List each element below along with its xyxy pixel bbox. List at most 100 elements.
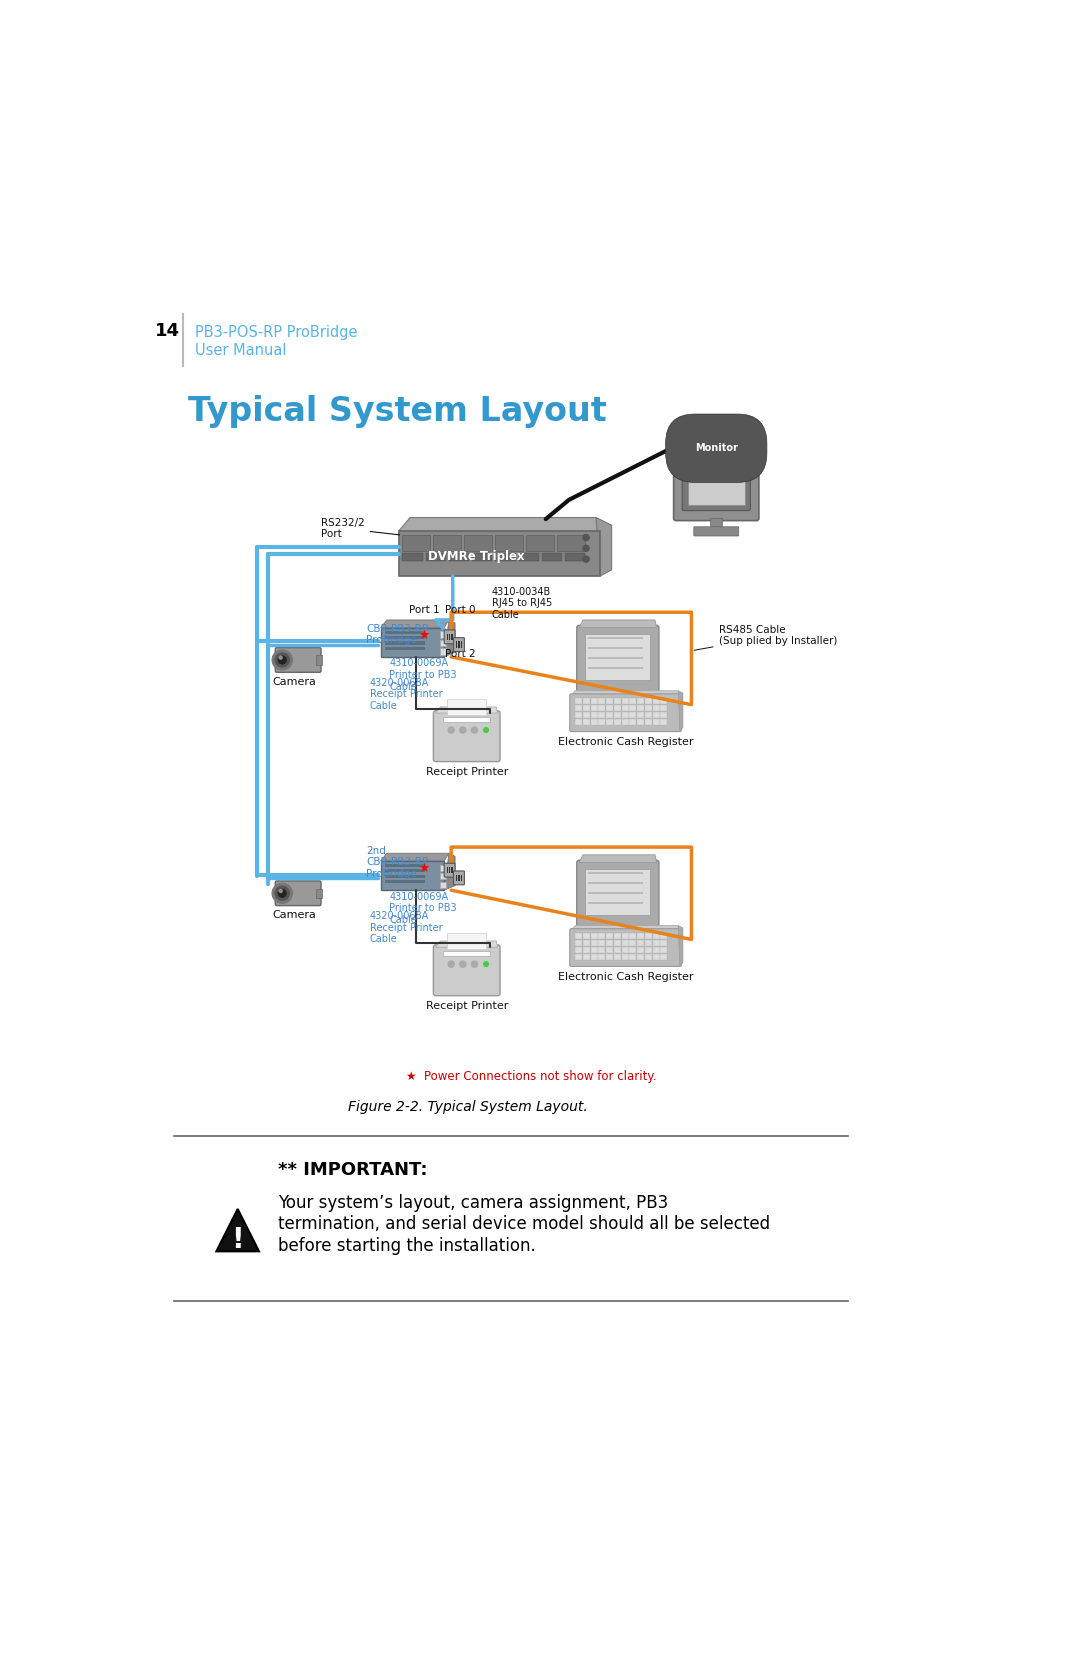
FancyBboxPatch shape bbox=[384, 870, 424, 873]
Polygon shape bbox=[216, 1208, 259, 1252]
Circle shape bbox=[484, 728, 488, 733]
Text: ★: ★ bbox=[418, 629, 430, 643]
FancyBboxPatch shape bbox=[591, 698, 597, 704]
FancyBboxPatch shape bbox=[460, 641, 462, 648]
FancyBboxPatch shape bbox=[458, 875, 460, 881]
FancyBboxPatch shape bbox=[577, 860, 659, 926]
Circle shape bbox=[484, 961, 488, 966]
Circle shape bbox=[275, 886, 289, 900]
Text: 4320-0068A
Receipt Printer
Cable: 4320-0068A Receipt Printer Cable bbox=[369, 911, 443, 945]
FancyBboxPatch shape bbox=[637, 933, 644, 938]
FancyBboxPatch shape bbox=[458, 641, 460, 648]
FancyBboxPatch shape bbox=[613, 706, 621, 711]
FancyBboxPatch shape bbox=[606, 698, 613, 704]
FancyBboxPatch shape bbox=[583, 719, 590, 724]
FancyBboxPatch shape bbox=[622, 948, 629, 953]
Polygon shape bbox=[571, 926, 679, 930]
FancyBboxPatch shape bbox=[613, 940, 621, 946]
FancyBboxPatch shape bbox=[496, 536, 523, 551]
FancyBboxPatch shape bbox=[384, 641, 424, 644]
Circle shape bbox=[471, 728, 477, 733]
FancyBboxPatch shape bbox=[591, 713, 597, 718]
FancyBboxPatch shape bbox=[622, 940, 629, 946]
FancyBboxPatch shape bbox=[576, 940, 582, 946]
Text: Monitor: Monitor bbox=[694, 444, 738, 454]
Text: Receipt Printer: Receipt Printer bbox=[426, 768, 508, 778]
FancyBboxPatch shape bbox=[449, 552, 469, 561]
FancyBboxPatch shape bbox=[591, 948, 597, 953]
FancyBboxPatch shape bbox=[447, 933, 486, 948]
FancyBboxPatch shape bbox=[630, 940, 636, 946]
Circle shape bbox=[448, 961, 455, 968]
FancyBboxPatch shape bbox=[661, 698, 667, 704]
FancyBboxPatch shape bbox=[433, 536, 460, 551]
FancyBboxPatch shape bbox=[622, 713, 629, 718]
Polygon shape bbox=[380, 853, 449, 861]
FancyBboxPatch shape bbox=[451, 868, 453, 873]
Text: Port 2: Port 2 bbox=[445, 649, 475, 659]
FancyBboxPatch shape bbox=[652, 948, 660, 953]
FancyBboxPatch shape bbox=[613, 719, 621, 724]
FancyBboxPatch shape bbox=[598, 706, 606, 711]
FancyBboxPatch shape bbox=[583, 948, 590, 953]
FancyBboxPatch shape bbox=[661, 713, 667, 718]
FancyBboxPatch shape bbox=[518, 552, 539, 561]
FancyBboxPatch shape bbox=[589, 668, 643, 669]
Text: Electronic Cash Register: Electronic Cash Register bbox=[558, 971, 693, 981]
FancyBboxPatch shape bbox=[576, 948, 582, 953]
FancyBboxPatch shape bbox=[661, 955, 667, 960]
FancyBboxPatch shape bbox=[613, 698, 621, 704]
FancyBboxPatch shape bbox=[577, 626, 659, 691]
FancyBboxPatch shape bbox=[403, 536, 430, 551]
FancyBboxPatch shape bbox=[637, 955, 644, 960]
FancyBboxPatch shape bbox=[526, 536, 554, 551]
FancyBboxPatch shape bbox=[384, 648, 424, 649]
Text: RS232/2
Port: RS232/2 Port bbox=[321, 517, 400, 539]
FancyBboxPatch shape bbox=[570, 694, 681, 731]
FancyBboxPatch shape bbox=[606, 706, 613, 711]
FancyBboxPatch shape bbox=[652, 933, 660, 938]
FancyBboxPatch shape bbox=[598, 948, 606, 953]
FancyBboxPatch shape bbox=[570, 928, 681, 966]
Text: Your system’s layout, camera assignment, PB3: Your system’s layout, camera assignment,… bbox=[279, 1193, 669, 1212]
FancyBboxPatch shape bbox=[606, 713, 613, 718]
Text: 4310-0069A
Printer to PB3
Cable: 4310-0069A Printer to PB3 Cable bbox=[389, 659, 457, 691]
FancyBboxPatch shape bbox=[426, 552, 446, 561]
Text: 2nd
CBR-PB3-RP
ProBridge: 2nd CBR-PB3-RP ProBridge bbox=[366, 846, 428, 880]
Circle shape bbox=[279, 656, 282, 659]
Circle shape bbox=[275, 653, 289, 668]
Text: Port 1: Port 1 bbox=[408, 606, 440, 616]
FancyBboxPatch shape bbox=[683, 457, 751, 511]
Text: termination, and serial device model should all be selected: termination, and serial device model sho… bbox=[279, 1215, 770, 1233]
FancyBboxPatch shape bbox=[598, 719, 606, 724]
Polygon shape bbox=[435, 708, 498, 713]
FancyBboxPatch shape bbox=[315, 656, 322, 664]
FancyBboxPatch shape bbox=[585, 868, 650, 915]
Text: CBR-PB3-RP
ProBridge: CBR-PB3-RP ProBridge bbox=[366, 624, 428, 646]
FancyBboxPatch shape bbox=[637, 940, 644, 946]
FancyBboxPatch shape bbox=[652, 955, 660, 960]
FancyBboxPatch shape bbox=[591, 706, 597, 711]
FancyBboxPatch shape bbox=[637, 713, 644, 718]
FancyBboxPatch shape bbox=[565, 552, 585, 561]
FancyBboxPatch shape bbox=[606, 955, 613, 960]
FancyBboxPatch shape bbox=[585, 634, 650, 679]
FancyBboxPatch shape bbox=[583, 955, 590, 960]
FancyBboxPatch shape bbox=[433, 945, 500, 996]
Text: Camera: Camera bbox=[272, 678, 315, 688]
FancyBboxPatch shape bbox=[589, 901, 643, 905]
FancyBboxPatch shape bbox=[464, 536, 491, 551]
FancyBboxPatch shape bbox=[591, 719, 597, 724]
Circle shape bbox=[460, 728, 465, 733]
FancyBboxPatch shape bbox=[384, 875, 424, 878]
FancyBboxPatch shape bbox=[661, 719, 667, 724]
Polygon shape bbox=[444, 853, 455, 890]
FancyBboxPatch shape bbox=[606, 948, 613, 953]
FancyBboxPatch shape bbox=[384, 865, 424, 868]
FancyBboxPatch shape bbox=[446, 868, 448, 873]
FancyBboxPatch shape bbox=[403, 552, 422, 561]
FancyBboxPatch shape bbox=[652, 719, 660, 724]
FancyBboxPatch shape bbox=[583, 933, 590, 938]
FancyBboxPatch shape bbox=[440, 873, 446, 880]
Circle shape bbox=[272, 649, 293, 669]
